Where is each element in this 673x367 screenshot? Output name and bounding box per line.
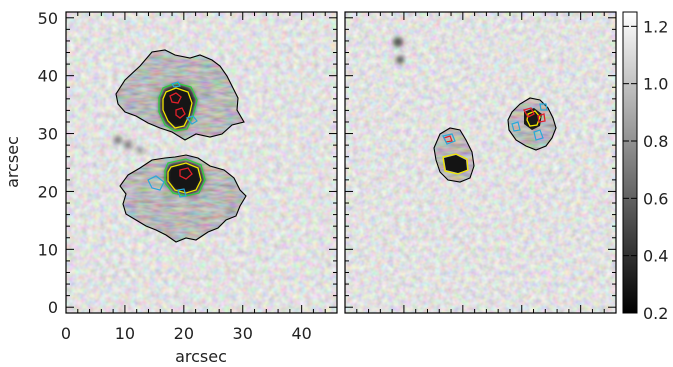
right-spot-b-blue bbox=[511, 103, 548, 141]
right-spot-b-yellow bbox=[526, 110, 541, 127]
colorbar-tick-label: 0.6 bbox=[643, 189, 668, 208]
colorbar-tick-label: 1.0 bbox=[643, 75, 668, 94]
left-panel-frame bbox=[65, 11, 338, 314]
right-granulation bbox=[345, 12, 616, 313]
y-axis-title: arcsec bbox=[3, 136, 22, 188]
right-spot-b-red bbox=[523, 107, 546, 123]
upper-sunspot-outline bbox=[115, 49, 245, 141]
right-spot-a-blue bbox=[442, 133, 456, 145]
y-tick-label: 30 bbox=[38, 125, 58, 144]
right-spot-a-outline bbox=[433, 127, 475, 183]
lower-blue-contour bbox=[147, 175, 187, 198]
x-tick-label: 0 bbox=[61, 324, 71, 343]
right-spot-b-outline bbox=[507, 97, 557, 151]
x-axis-title: arcsec bbox=[175, 347, 227, 366]
y-tick-label: 50 bbox=[38, 9, 58, 28]
x-tick-label: 20 bbox=[174, 324, 194, 343]
y-tick-label: 20 bbox=[38, 182, 58, 201]
x-tick-label: 40 bbox=[291, 324, 311, 343]
right-spot-a-umbra bbox=[444, 155, 467, 173]
colorbar-tick-label: 0.8 bbox=[643, 132, 668, 151]
lower-yellow-contour bbox=[167, 162, 202, 194]
right-spot-a-yellow bbox=[442, 153, 469, 175]
right-panel-frame bbox=[344, 11, 617, 314]
lower-sunspot-outline bbox=[119, 154, 247, 243]
colorbar bbox=[622, 11, 638, 314]
lower-sunspot-penumbra bbox=[120, 155, 246, 242]
colorbar-tick-label: 1.2 bbox=[643, 17, 668, 36]
right-panel bbox=[345, 12, 616, 313]
y-tick-label: 10 bbox=[38, 240, 58, 259]
upper-green-contour bbox=[158, 82, 198, 132]
axes: 0 10 20 30 40 0 10 20 30 40 50 0.2 0.4 0.6 0.8 1.0 1.2 bbox=[38, 9, 669, 343]
lower-green-contour bbox=[164, 158, 206, 197]
left-panel bbox=[66, 12, 337, 313]
upper-yellow-contour bbox=[162, 87, 193, 129]
upper-blue-contour bbox=[171, 81, 198, 125]
upper-red-contour bbox=[169, 92, 186, 119]
x-tick-label: 10 bbox=[115, 324, 135, 343]
x-tick-label: 30 bbox=[233, 324, 253, 343]
lower-red-contour bbox=[179, 167, 193, 180]
colorbar-tick-label: 0.2 bbox=[643, 304, 668, 323]
left-pores bbox=[114, 136, 143, 153]
y-tick-label: 40 bbox=[38, 67, 58, 86]
y-tick-label: 0 bbox=[48, 298, 58, 317]
colorbar-tick-label: 0.4 bbox=[643, 247, 668, 266]
right-pores bbox=[393, 37, 404, 64]
